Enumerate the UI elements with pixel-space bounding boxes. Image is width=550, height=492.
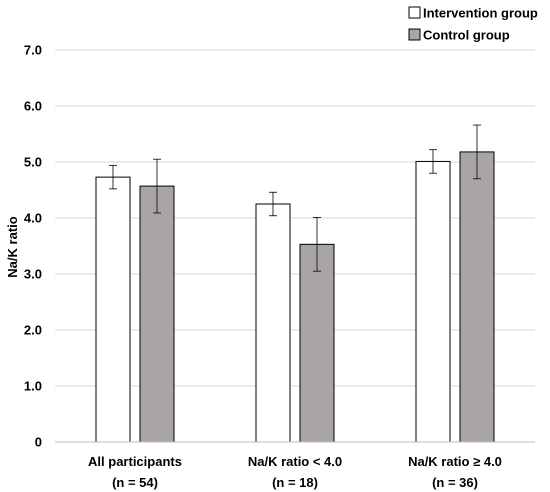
category-label: Na/K ratio ≥ 4.0 [408,454,502,469]
category-label: All participants [88,454,182,469]
gridlines [55,49,535,387]
bar-intervention [95,176,131,443]
y-axis-title: Na/K ratio [5,216,20,277]
category-labels: All participants (n = 54) Na/K ratio < 4.0… [88,454,502,490]
legend-swatch [408,28,421,41]
legend-label: Control group [423,28,510,43]
bars [95,151,495,443]
bar-control [299,243,335,443]
y-tick-label: 7.0 [24,43,42,58]
category-n-label: (n = 36) [432,475,478,490]
category-n-label: (n = 18) [272,475,318,490]
y-axis-ticks: 0 1.0 2.0 3.0 4.0 5.0 6.0 7.0 [24,43,42,450]
y-tick-label: 3.0 [24,267,42,282]
y-tick-label: 2.0 [24,323,42,338]
category-label: Na/K ratio < 4.0 [248,454,342,469]
bar-control [459,151,495,443]
bar-intervention [415,160,451,443]
legend-swatch [408,6,421,19]
bar-control [139,185,175,443]
y-tick-label: 5.0 [24,155,42,170]
legend-label: Intervention group [423,6,538,21]
error-bars [109,124,481,272]
y-tick-label: 1.0 [24,379,42,394]
y-tick-label: 6.0 [24,99,42,114]
bar-intervention [255,203,291,443]
y-tick-label: 0 [35,435,42,450]
category-n-label: (n = 54) [112,475,158,490]
y-tick-label: 4.0 [24,211,42,226]
legend: Intervention group Control group [408,6,538,43]
